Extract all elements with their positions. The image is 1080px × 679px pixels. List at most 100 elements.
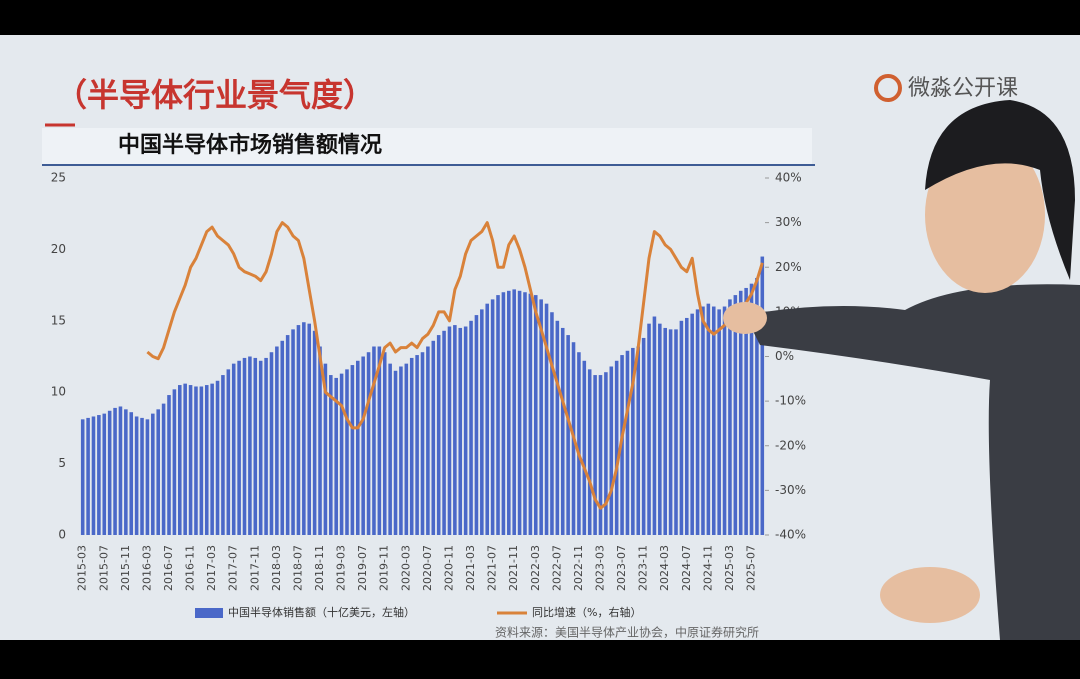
bar: [145, 419, 150, 535]
bar: [474, 315, 479, 535]
x-tick-label: 2019-11: [378, 545, 391, 591]
x-tick-label: 2015-11: [119, 545, 132, 591]
x-tick-label: 2015-07: [97, 545, 110, 591]
bar: [685, 317, 689, 535]
bar: [539, 299, 543, 535]
bar: [431, 340, 436, 535]
bar: [426, 346, 430, 535]
presenter-hand: [880, 567, 980, 623]
y-tick-label: 0: [58, 528, 66, 542]
y2-tick-label: -30%: [775, 483, 806, 497]
bar: [485, 303, 490, 535]
bar: [679, 320, 684, 535]
bar: [388, 363, 392, 535]
bar: [587, 369, 592, 535]
bar: [533, 295, 538, 535]
brand-logo: [874, 74, 902, 102]
bar: [97, 415, 101, 535]
bar: [350, 365, 355, 535]
bar: [663, 327, 667, 535]
bar: [124, 409, 128, 535]
bar: [442, 330, 446, 535]
bar: [674, 329, 678, 535]
bar: [280, 340, 285, 535]
y2-tick-label: 20%: [775, 260, 802, 274]
bar: [512, 289, 516, 535]
bar: [744, 287, 748, 535]
x-tick-label: 2024-03: [658, 545, 671, 591]
x-tick-label: 2024-11: [701, 545, 714, 591]
x-tick-label: 2018-11: [313, 545, 326, 591]
bar: [323, 363, 328, 535]
y-tick-label: 15: [51, 313, 66, 327]
bar: [194, 386, 198, 535]
page-title: （半导体行业景气度）: [55, 76, 375, 114]
bar: [507, 290, 511, 535]
bar: [129, 412, 134, 535]
y-tick-label: 10: [51, 385, 66, 399]
bar: [102, 413, 107, 535]
bar: [722, 306, 727, 535]
x-tick-label: 2018-07: [291, 545, 304, 591]
presenter-body: [745, 284, 1080, 640]
x-tick-label: 2018-03: [270, 545, 283, 591]
bar: [382, 352, 387, 535]
bar: [199, 386, 204, 535]
bar: [420, 352, 425, 535]
bar: [625, 350, 630, 535]
x-tick-label: 2016-11: [184, 545, 197, 591]
bar: [151, 413, 155, 535]
x-tick-label: 2023-03: [593, 545, 606, 591]
bar: [221, 375, 225, 535]
y-tick-label: 5: [58, 456, 66, 470]
bar: [291, 329, 295, 535]
bar: [210, 383, 214, 535]
source-note: 资料来源：美国半导体产业协会，中原证券研究所: [495, 625, 759, 640]
bar: [523, 292, 527, 535]
bar: [91, 416, 96, 535]
x-tick-label: 2025-03: [723, 545, 736, 591]
bar: [312, 330, 317, 535]
y2-tick-label: -10%: [775, 394, 806, 408]
bar: [399, 366, 403, 535]
bar: [755, 277, 759, 535]
bar: [544, 303, 549, 535]
bar: [609, 366, 614, 535]
bar: [242, 357, 247, 535]
bar: [167, 395, 171, 535]
bar: [566, 335, 570, 535]
bar: [582, 360, 587, 535]
bar: [593, 375, 597, 535]
bar: [463, 326, 468, 535]
bar: [178, 385, 182, 535]
x-tick-label: 2020-11: [442, 545, 455, 591]
bar: [480, 309, 484, 535]
bar: [728, 299, 732, 535]
bar: [307, 323, 312, 535]
bar: [695, 309, 700, 535]
y2-tick-label: 0%: [775, 349, 794, 363]
y2-tick-label: -20%: [775, 438, 806, 452]
bar: [658, 323, 662, 535]
bar: [237, 360, 241, 535]
x-tick-label: 2023-11: [637, 545, 650, 591]
y2-tick-label: 30%: [775, 215, 802, 229]
bar: [458, 327, 463, 535]
bar: [447, 326, 452, 535]
x-tick-label: 2016-03: [140, 545, 153, 591]
x-tick-label: 2017-11: [248, 545, 261, 591]
bar: [415, 355, 419, 535]
bar: [329, 375, 333, 535]
plot: 0510152025-40%-30%-20%-10%0%10%20%30%40%…: [51, 171, 806, 591]
bar: [404, 363, 409, 535]
bar: [760, 256, 765, 535]
bar: [706, 303, 711, 535]
bar: [366, 352, 371, 535]
bar: [355, 360, 360, 535]
legend-label: 同比增速（%，右轴）: [532, 605, 641, 619]
bar: [183, 383, 187, 535]
bar: [215, 380, 220, 535]
bar: [517, 290, 522, 535]
